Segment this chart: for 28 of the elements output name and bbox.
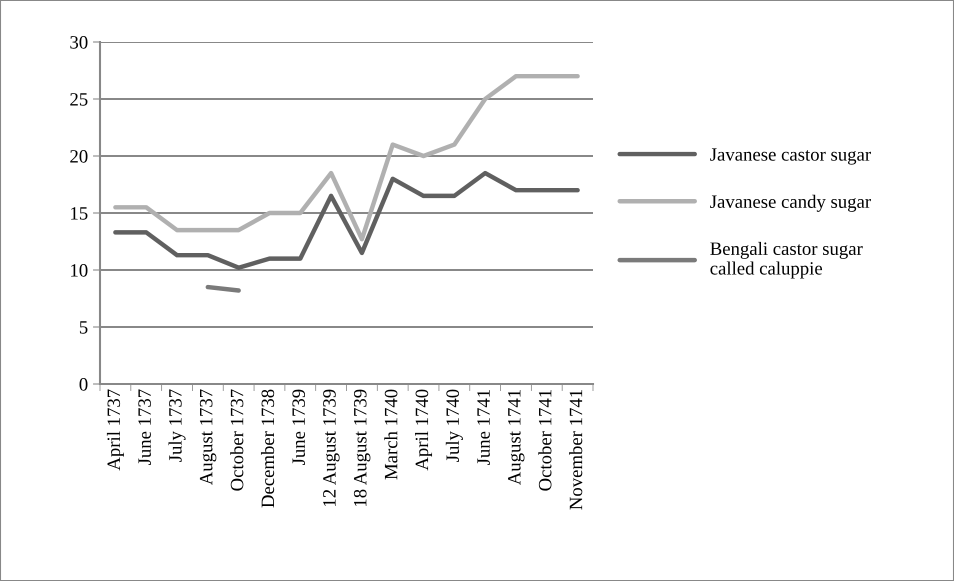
line-series (113, 74, 580, 242)
x-tick-label: July 1737 (168, 389, 186, 462)
line-series (113, 170, 580, 270)
x-tick-label: April 1740 (415, 390, 432, 470)
x-tick-label: 12 August 1739 (323, 390, 340, 506)
x-tick-label: March 1740 (384, 390, 398, 480)
x-tick-label: June 1739 (292, 390, 305, 466)
x-tick-label: October 1737 (230, 389, 244, 491)
x-tick-label: August 1737 (200, 389, 216, 486)
y-tick-label: 10 (71, 264, 88, 277)
y-tick-label: 0 (80, 378, 88, 391)
y-tick-label: 15 (71, 207, 88, 220)
legend-label: Bengali castor sugar called caluppie (710, 242, 863, 278)
x-tick-label: August 1741 (508, 390, 524, 486)
y-tick-label: 25 (70, 93, 88, 106)
y-tick-label: 5 (80, 321, 88, 334)
x-tick-label: 18 August 1739 (354, 390, 370, 506)
x-tick-label: June 1737 (138, 389, 151, 466)
x-tick-label: July 1740 (446, 390, 463, 462)
legend-label: Javanese castor sugar (710, 148, 871, 165)
x-tick-label: April 1737 (106, 389, 124, 470)
x-tick-label: December 1738 (260, 390, 274, 508)
legend-label: Javanese candy sugar (710, 194, 871, 212)
y-tick-label: 30 (70, 36, 88, 49)
x-tick-label: October 1741 (538, 390, 552, 491)
x-tick-label: November 1741 (569, 390, 582, 510)
y-tick-label: 20 (70, 150, 88, 163)
x-tick-label: June 1741 (477, 390, 490, 466)
